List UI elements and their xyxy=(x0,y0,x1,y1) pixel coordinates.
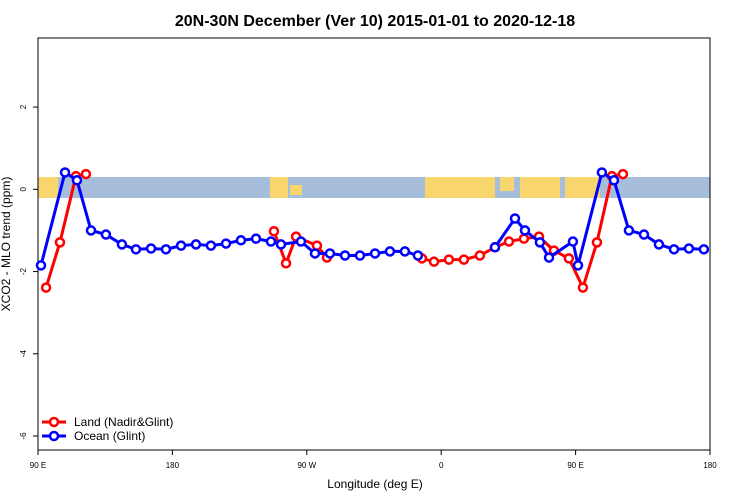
plot-frame xyxy=(37,37,711,451)
x-axis-label: Longitude (deg E) xyxy=(327,477,422,491)
legend-marker xyxy=(48,430,60,442)
data-point xyxy=(85,225,97,236)
data-point xyxy=(458,254,470,265)
legend-label: Ocean (Glint) xyxy=(74,429,145,443)
data-point xyxy=(100,229,112,240)
data-point xyxy=(638,229,650,240)
data-point xyxy=(384,246,396,257)
y-tick-label: 0 xyxy=(19,187,28,192)
data-point xyxy=(71,175,83,186)
data-point xyxy=(503,236,515,247)
data-point xyxy=(572,260,584,271)
data-point xyxy=(617,168,629,180)
data-point xyxy=(567,236,579,247)
data-point xyxy=(653,239,665,250)
data-point xyxy=(160,244,172,255)
y-tick-label: -6 xyxy=(19,432,28,440)
legend-label: Land (Nadir&Glint) xyxy=(74,415,173,429)
data-point xyxy=(235,235,247,246)
data-point xyxy=(591,237,603,248)
data-point xyxy=(80,168,92,180)
data-point xyxy=(509,213,521,224)
data-point xyxy=(443,254,455,265)
data-point xyxy=(35,260,47,271)
x-tick-label: 90 W xyxy=(297,461,316,470)
data-point xyxy=(324,248,336,259)
data-point xyxy=(474,250,486,261)
y-axis-label: XCO2 - MLO trend (ppm) xyxy=(0,177,13,312)
data-point xyxy=(596,167,608,178)
data-point xyxy=(220,238,232,249)
y-tick-label: -4 xyxy=(19,350,28,358)
data-point xyxy=(428,256,440,267)
x-tick-label: 180 xyxy=(703,461,717,470)
data-point xyxy=(130,244,142,255)
data-point xyxy=(412,250,424,261)
data-point xyxy=(116,239,128,250)
data-point xyxy=(399,246,411,257)
data-point xyxy=(265,236,277,247)
x-tick-label: 90 E xyxy=(567,461,583,470)
data-point xyxy=(534,237,546,248)
data-point xyxy=(518,233,530,244)
y-tick-label: 2 xyxy=(19,104,28,109)
data-point xyxy=(339,250,351,261)
data-point xyxy=(275,239,287,250)
data-point xyxy=(577,282,589,293)
chart-title: 20N-30N December (Ver 10) 2015-01-01 to … xyxy=(175,13,575,30)
data-point xyxy=(354,250,366,261)
data-point xyxy=(54,237,66,248)
data-point xyxy=(175,240,187,251)
data-point xyxy=(489,242,501,253)
data-point xyxy=(608,175,620,186)
data-point xyxy=(369,248,381,259)
y-tick-label: -2 xyxy=(19,267,28,275)
data-point xyxy=(205,240,217,251)
data-point xyxy=(59,167,71,178)
data-point xyxy=(145,243,157,254)
data-point xyxy=(543,252,555,263)
data-point xyxy=(309,248,321,259)
legend-marker xyxy=(48,416,60,428)
data-point xyxy=(280,258,292,269)
data-point xyxy=(623,225,635,236)
data-point xyxy=(563,253,575,264)
data-point xyxy=(190,239,202,250)
data-point xyxy=(268,226,280,237)
data-point xyxy=(519,225,531,236)
x-tick-label: 180 xyxy=(166,461,180,470)
data-point xyxy=(250,233,262,244)
data-point xyxy=(683,243,695,254)
x-tick-label: 90 E xyxy=(30,461,46,470)
data-point xyxy=(668,244,680,255)
data-point xyxy=(295,236,307,247)
map-strip xyxy=(38,177,710,198)
x-tick-label: 0 xyxy=(439,461,444,470)
data-point xyxy=(40,282,52,293)
data-point xyxy=(698,244,710,255)
